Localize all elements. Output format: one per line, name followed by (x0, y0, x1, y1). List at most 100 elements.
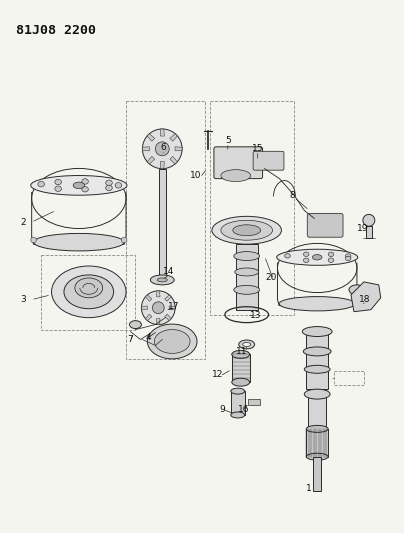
Text: 5: 5 (225, 136, 231, 146)
Text: 11: 11 (236, 347, 248, 356)
Polygon shape (160, 129, 164, 136)
Ellipse shape (55, 179, 61, 185)
Ellipse shape (277, 249, 358, 265)
Ellipse shape (235, 268, 259, 276)
Ellipse shape (38, 181, 44, 187)
Ellipse shape (221, 169, 250, 182)
Ellipse shape (34, 233, 124, 251)
Text: 3: 3 (20, 295, 26, 304)
Ellipse shape (306, 453, 328, 460)
Polygon shape (157, 319, 160, 325)
Circle shape (155, 142, 169, 156)
Ellipse shape (243, 343, 250, 346)
Polygon shape (170, 134, 177, 141)
Polygon shape (160, 161, 164, 168)
Text: 20: 20 (266, 273, 277, 282)
Polygon shape (165, 295, 171, 301)
Bar (41, 255, 135, 329)
Text: 1: 1 (306, 484, 312, 493)
Polygon shape (170, 156, 177, 164)
Ellipse shape (157, 278, 167, 282)
Ellipse shape (147, 324, 197, 359)
Bar (210, 101, 295, 314)
Text: 81J08 2200: 81J08 2200 (16, 23, 96, 37)
Circle shape (143, 129, 182, 168)
Text: 13: 13 (250, 311, 261, 320)
Ellipse shape (232, 350, 250, 358)
Text: 8: 8 (290, 191, 295, 200)
Polygon shape (157, 291, 160, 297)
Ellipse shape (345, 254, 351, 259)
Polygon shape (147, 134, 155, 141)
Polygon shape (143, 147, 149, 151)
Bar (306, 429, 328, 457)
Text: 10: 10 (190, 171, 202, 180)
Ellipse shape (234, 252, 260, 261)
Ellipse shape (234, 285, 260, 294)
Ellipse shape (306, 425, 328, 432)
Circle shape (141, 291, 175, 325)
Text: 4: 4 (145, 333, 151, 342)
Text: 19: 19 (357, 224, 368, 233)
Bar (232, 354, 250, 382)
Ellipse shape (82, 179, 88, 184)
Polygon shape (169, 306, 175, 310)
Ellipse shape (239, 340, 255, 349)
Bar (306, 328, 328, 389)
Ellipse shape (304, 389, 330, 399)
Ellipse shape (52, 266, 126, 318)
Text: 7: 7 (128, 335, 133, 344)
Ellipse shape (115, 183, 122, 188)
Ellipse shape (345, 256, 351, 261)
Text: 15: 15 (252, 144, 263, 154)
Polygon shape (145, 295, 152, 301)
Ellipse shape (221, 220, 273, 240)
Ellipse shape (328, 252, 334, 256)
FancyBboxPatch shape (253, 151, 284, 170)
Ellipse shape (82, 187, 88, 192)
Text: 9: 9 (219, 405, 225, 414)
Polygon shape (147, 156, 155, 164)
FancyBboxPatch shape (307, 213, 343, 237)
Ellipse shape (312, 255, 322, 260)
Ellipse shape (285, 254, 290, 258)
Text: 14: 14 (162, 268, 174, 277)
Text: 16: 16 (238, 405, 249, 414)
Ellipse shape (106, 185, 112, 191)
Circle shape (31, 237, 36, 243)
Text: 6: 6 (160, 143, 166, 152)
Ellipse shape (303, 252, 309, 256)
Ellipse shape (231, 412, 245, 418)
Ellipse shape (233, 225, 261, 236)
Bar (313, 457, 321, 491)
Ellipse shape (106, 180, 112, 185)
Bar (248, 399, 260, 405)
Ellipse shape (304, 365, 330, 373)
Bar (231, 391, 245, 415)
Polygon shape (175, 147, 182, 151)
Polygon shape (351, 282, 381, 312)
Bar (334, 372, 364, 385)
Ellipse shape (130, 321, 141, 328)
Polygon shape (165, 314, 171, 320)
Bar (366, 227, 372, 238)
Circle shape (363, 214, 375, 227)
Polygon shape (145, 314, 152, 320)
Bar (236, 244, 258, 310)
Circle shape (121, 237, 127, 243)
Text: 12: 12 (212, 370, 223, 379)
Text: 17: 17 (168, 302, 180, 311)
Polygon shape (141, 306, 147, 310)
Ellipse shape (64, 275, 114, 309)
Ellipse shape (279, 296, 356, 311)
Ellipse shape (55, 186, 61, 191)
Bar (308, 389, 326, 429)
Ellipse shape (349, 285, 365, 295)
Ellipse shape (302, 327, 332, 336)
FancyBboxPatch shape (214, 147, 263, 179)
Ellipse shape (154, 329, 190, 353)
Bar (159, 168, 166, 280)
Bar (126, 101, 205, 359)
Ellipse shape (303, 347, 331, 356)
Ellipse shape (150, 275, 174, 285)
